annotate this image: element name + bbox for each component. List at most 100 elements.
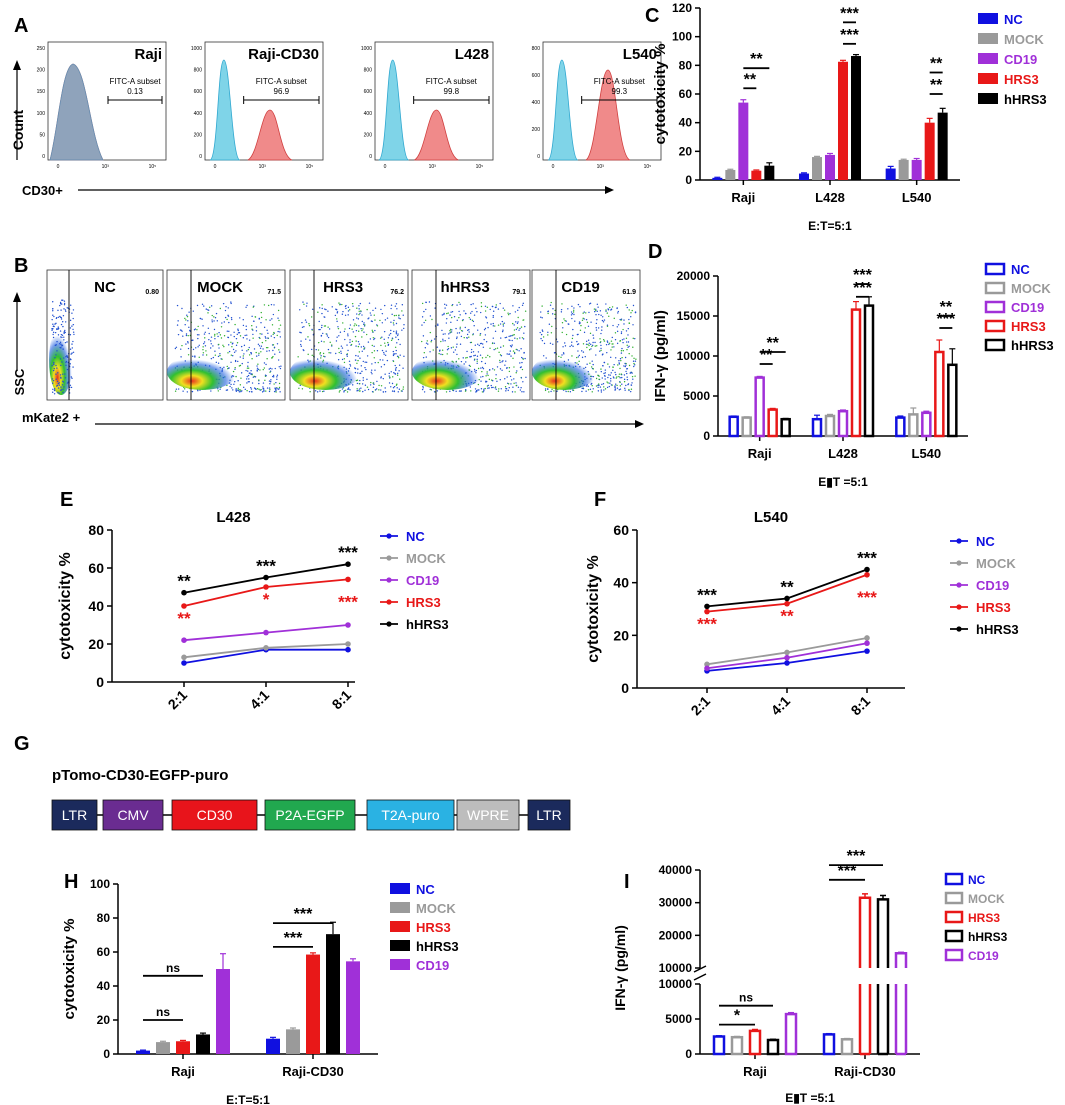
scatter-dot (484, 327, 487, 330)
scatter-dot (264, 379, 266, 381)
scatter-dot (346, 354, 348, 356)
legend-label-hHRS3: hHRS3 (416, 939, 459, 954)
scatter-dot (347, 388, 350, 390)
y-tick-label: 0 (96, 674, 104, 690)
scatter-dot (391, 337, 394, 339)
scatter-dot (57, 334, 60, 336)
scatter-dot (608, 342, 611, 344)
scatter-dot (245, 369, 247, 372)
scatter-dot (324, 316, 326, 318)
scatter-dot (564, 342, 566, 344)
scatter-dot (495, 377, 497, 380)
bar-hHRS3-L540 (947, 363, 958, 438)
scatter-dot (344, 328, 346, 330)
scatter-dot (395, 349, 397, 352)
scatter-dot (341, 347, 344, 349)
scatter-dot (180, 348, 182, 350)
scatter-dot (571, 337, 574, 340)
scatter-dot (310, 348, 313, 351)
scatter-dot (448, 333, 450, 335)
scatter-dot (552, 308, 554, 310)
y-tick-label: 10000 (677, 349, 711, 363)
scatter-dot (237, 360, 239, 363)
point-NC-2:1 (181, 660, 187, 666)
histogram-blue-peak (209, 59, 241, 161)
scatter-dot (318, 307, 321, 309)
scatter-dot (520, 366, 522, 368)
scatter-value: 76.2 (390, 289, 404, 296)
scatter-dot (494, 306, 497, 309)
scatter-dot (380, 376, 382, 378)
scatter-dot (311, 328, 313, 331)
scatter-dot (421, 316, 424, 318)
scatter-dot (455, 346, 458, 348)
scatter-dot (197, 390, 199, 392)
scatter-dot (264, 336, 266, 338)
scatter-dot (569, 391, 572, 393)
scatter-dot (237, 328, 239, 330)
scatter-dot (279, 324, 282, 326)
scatter-dot (52, 369, 55, 372)
scatter-dot (177, 388, 180, 390)
scatter-dot (384, 345, 387, 347)
scatter-dot (63, 302, 66, 305)
scatter-dot (230, 302, 232, 305)
scatter-dot (625, 337, 628, 340)
scatter-dot (495, 388, 497, 390)
scatter-dot (581, 390, 583, 393)
scatter-dot (470, 348, 473, 351)
scatter-dot (339, 389, 341, 392)
scatter-dot (369, 338, 372, 340)
scatter-dot (58, 384, 61, 386)
x-tick-label: Raji (748, 446, 772, 461)
scatter-dot (341, 388, 344, 390)
scatter-dot (275, 391, 277, 393)
scatter-dot (614, 371, 616, 374)
scatter-dot (362, 390, 364, 393)
scatter-dot (588, 342, 591, 344)
scatter-dot (242, 386, 245, 389)
scatter-dot (192, 348, 195, 351)
point-hHRS3-2:1 (181, 589, 187, 596)
scatter-dot (175, 388, 178, 390)
scatter-dot (592, 337, 595, 339)
scatter-dot (477, 351, 480, 353)
scatter-dot (456, 343, 458, 345)
scatter-dot (191, 390, 194, 393)
legend-label-hHRS3: hHRS3 (968, 930, 1008, 944)
bar-upper-hHRS3-Raji-CD30 (876, 898, 890, 968)
scatter-dot (204, 345, 207, 347)
panel-a-xlabel: CD30+ (22, 183, 63, 198)
legend-marker-HRS3 (956, 604, 962, 610)
scatter-dot (397, 338, 400, 341)
scatter-dot (184, 317, 186, 320)
scatter-title: CD19 (561, 279, 599, 296)
scatter-dot (384, 391, 387, 393)
scatter-dot (339, 303, 341, 306)
x-tick-label: 8:1 (847, 693, 873, 719)
legend-label-HRS3: HRS3 (1004, 72, 1039, 87)
scatter-dot (319, 390, 321, 392)
scatter-dot (359, 379, 361, 382)
scatter-dot (393, 324, 395, 326)
scatter-dot (320, 334, 323, 337)
legend-label-HRS3: HRS3 (406, 595, 441, 610)
bar-HRS3-Raji (176, 1041, 190, 1054)
scatter-dot (55, 378, 57, 380)
scatter-dot (572, 311, 575, 313)
scatter-dot (592, 334, 594, 336)
significance-label: ** (930, 56, 943, 73)
scatter-dot (390, 339, 393, 342)
y-tick-label: 20000 (677, 269, 711, 283)
scatter-dot (609, 374, 611, 376)
scatter-dot (602, 383, 605, 385)
scatter-dot (358, 383, 361, 385)
scatter-dot (354, 335, 357, 338)
scatter-dot (612, 366, 614, 368)
scatter-dot (427, 343, 429, 345)
scatter-dot (551, 325, 553, 328)
scatter-dot (347, 387, 350, 389)
panel-a-letter: A (14, 15, 28, 37)
scatter-dot (594, 310, 596, 313)
point-hHRS3-2:1 (704, 603, 710, 610)
